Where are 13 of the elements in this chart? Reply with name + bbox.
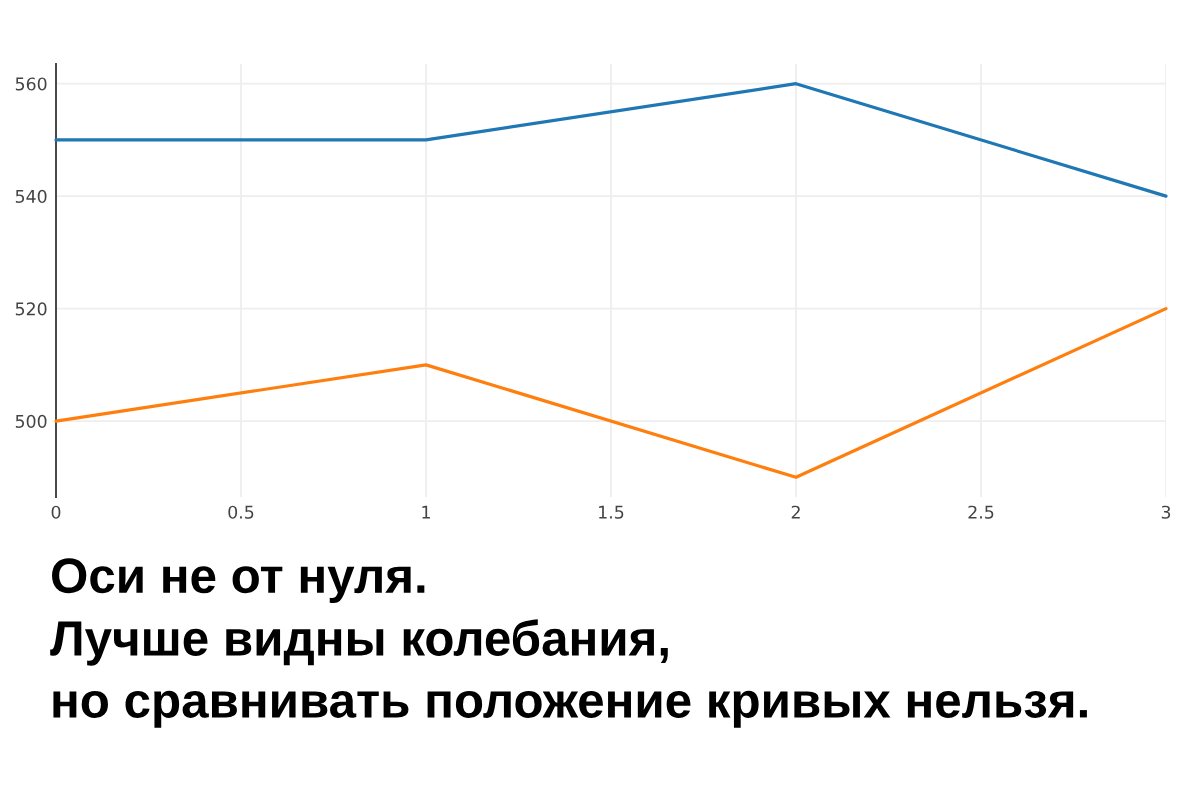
line-series (54, 307, 1168, 479)
x-tick-label: 2 (791, 505, 800, 519)
x-tick-label: 3 (1161, 505, 1171, 519)
x-tick-label: 0 (51, 505, 61, 519)
text: Оси не от нуля. Лучше видны колебания, но сравнивать положение кривых нельзя. (50, 558, 1087, 728)
y-tick-label: 540 (15, 189, 47, 203)
x-tick-label: 1 (422, 505, 430, 519)
y-tick-label: 500 (15, 414, 47, 428)
x-tick-label: 1.5 (599, 505, 624, 519)
x-tick-label: 0.5 (228, 505, 254, 519)
x-tick-label: 2.5 (968, 505, 994, 519)
y-tick-label: 560 (15, 77, 47, 91)
y-tick-label: 520 (15, 302, 47, 316)
